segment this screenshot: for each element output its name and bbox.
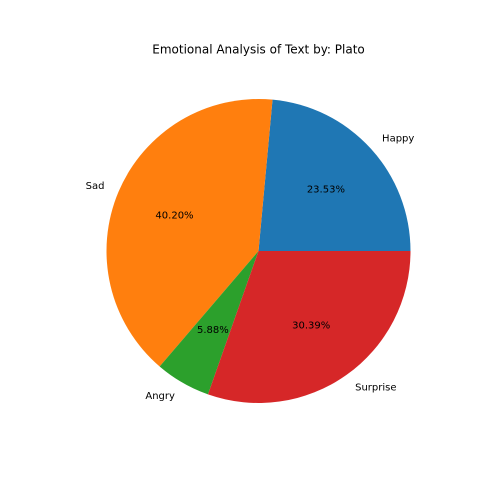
slice-label-sad: Sad bbox=[86, 181, 105, 192]
chart-title: Emotional Analysis of Text by: Plato bbox=[152, 43, 365, 57]
pie-slice-surprise bbox=[208, 251, 411, 404]
pct-label-surprise: 30.39% bbox=[292, 320, 330, 331]
pie-slice-sad bbox=[106, 99, 273, 367]
pct-label-angry: 5.88% bbox=[197, 325, 229, 336]
slice-label-happy: Happy bbox=[382, 133, 414, 144]
pie-slice-happy bbox=[258, 99, 411, 251]
pct-label-happy: 23.53% bbox=[307, 185, 345, 196]
slice-label-surprise: Surprise bbox=[355, 382, 396, 393]
slice-label-angry: Angry bbox=[145, 391, 175, 402]
pie-slice-angry bbox=[159, 251, 259, 395]
pct-label-sad: 40.20% bbox=[155, 210, 193, 221]
pie-slices bbox=[106, 99, 411, 404]
pie-labels: Happy 23.53% Sad 40.20% Angry 5.88% Surprise 30… bbox=[86, 133, 415, 401]
